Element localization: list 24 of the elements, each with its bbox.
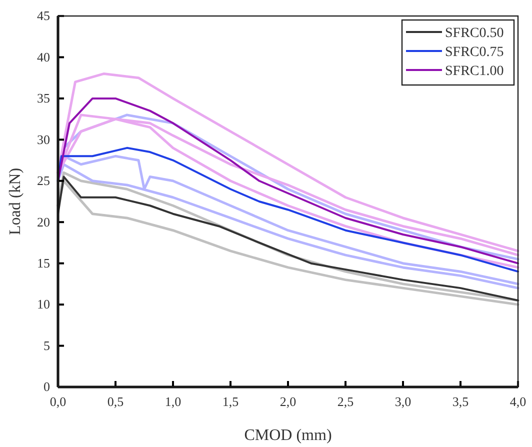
y-tick-label: 30 [37, 132, 50, 147]
x-tick-label: 1,5 [222, 394, 239, 410]
y-tick-label: 45 [37, 8, 50, 24]
x-tick-label: 0,5 [107, 394, 124, 410]
y-tick-label: 0 [44, 379, 50, 394]
y-tick-label: 15 [37, 255, 50, 270]
x-tick-label: 3,0 [394, 394, 412, 410]
y-tick-label: 25 [37, 173, 50, 188]
x-tick-label: 4,0 [510, 394, 526, 410]
x-tick-label: 2,5 [337, 394, 354, 410]
x-axis-title: CMOD (mm) [244, 427, 332, 444]
legend-label: SFRC1.00 [445, 64, 504, 79]
x-tick-label: 0,0 [50, 394, 66, 410]
x-tick-label: 3,5 [452, 394, 469, 410]
y-tick-label: 10 [37, 296, 50, 312]
y-tick-label: 40 [37, 49, 50, 64]
y-tick-label: 20 [37, 214, 50, 230]
y-tick-label: 5 [44, 338, 50, 353]
legend-label: SFRC0.50 [445, 26, 504, 41]
y-tick-label: 35 [37, 90, 50, 106]
y-axis-title: Load (kN) [7, 168, 24, 236]
x-tick-label: 1,0 [164, 394, 182, 410]
x-tick-label: 2,0 [280, 394, 296, 410]
legend-label: SFRC0.75 [445, 45, 504, 60]
